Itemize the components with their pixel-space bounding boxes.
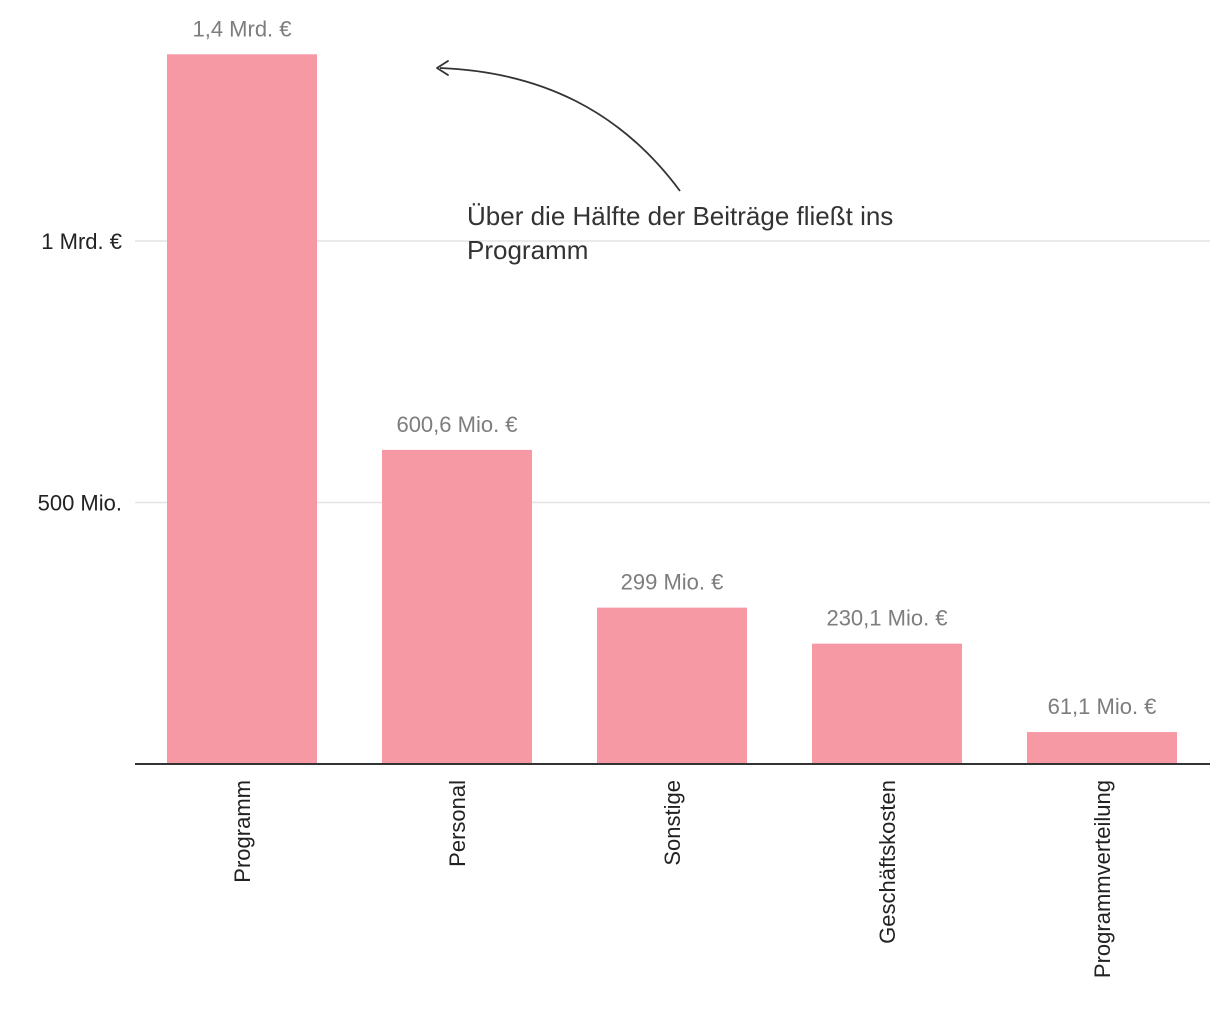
x-tick-label: Programmverteilung (1090, 780, 1115, 978)
y-axis-ticks: 500 Mio. 1 Mrd. € (38, 229, 122, 516)
bar (382, 449, 532, 764)
x-tick-label: Sonstige (660, 780, 685, 866)
annotation-arrow-head (436, 60, 449, 76)
data-label: 600,6 Mio. € (396, 412, 517, 437)
x-tick-label: Personal (445, 780, 470, 867)
data-labels: 1,4 Mrd. € 600,6 Mio. € 299 Mio. € 230,1 Mi… (192, 16, 1156, 719)
annotation-arrow (439, 67, 681, 192)
annotation: Über die Hälfte der Beiträge fließt ins … (436, 60, 893, 265)
annotation-text-line-2: Programm (467, 235, 588, 265)
bar (1027, 732, 1177, 764)
x-tick-label: Programm (230, 780, 255, 883)
data-label: 230,1 Mio. € (826, 606, 947, 631)
data-label: 299 Mio. € (621, 570, 724, 595)
y-tick-label: 1 Mrd. € (41, 229, 122, 254)
data-label: 1,4 Mrd. € (192, 16, 291, 41)
bar (167, 54, 317, 764)
x-axis-ticks: Programm Personal Sonstige Geschäftskosten P… (230, 780, 1115, 978)
annotation-text-line-1: Über die Hälfte der Beiträge fließt ins (467, 201, 893, 231)
data-label: 61,1 Mio. € (1048, 694, 1157, 719)
bar (597, 607, 747, 764)
x-tick-label: Geschäftskosten (875, 780, 900, 944)
y-tick-label: 500 Mio. (38, 491, 122, 516)
bars (167, 54, 1177, 764)
bar (812, 643, 962, 764)
